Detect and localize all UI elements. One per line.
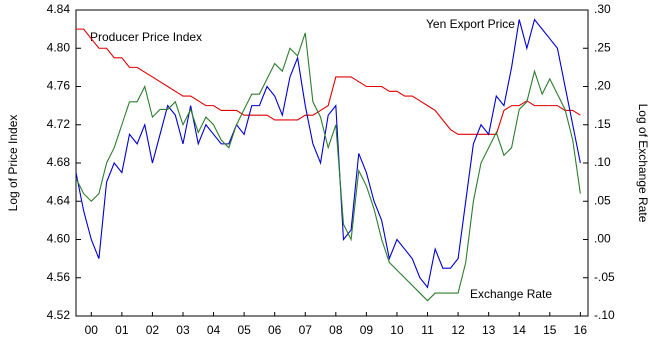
x-tick-label: 03 xyxy=(176,323,190,337)
y2-axis-label: Log of Exchange Rate xyxy=(636,104,650,223)
x-tick-label: 13 xyxy=(482,323,496,337)
x-tick-label: 05 xyxy=(237,323,251,337)
y-axis-label: Log of Price Index xyxy=(6,115,20,212)
y-tick-label: 4.56 xyxy=(47,270,71,284)
x-tick-label: 16 xyxy=(574,323,588,337)
y-tick-label: 4.60 xyxy=(47,232,71,246)
x-tick-label: 12 xyxy=(451,323,465,337)
y2-tick-label: .25 xyxy=(594,40,611,54)
y2-tick-label: .15 xyxy=(594,117,611,131)
series-label: Yen Export Price xyxy=(426,17,515,31)
series-label: Exchange Rate xyxy=(470,287,552,301)
y2-tick-label: -.05 xyxy=(594,270,615,284)
y2-tick-label: .30 xyxy=(594,2,611,16)
y-tick-label: 4.64 xyxy=(47,193,71,207)
y2-tick-label: .20 xyxy=(594,79,611,93)
x-tick-label: 08 xyxy=(329,323,343,337)
x-tick-label: 07 xyxy=(299,323,313,337)
x-tick-label: 01 xyxy=(115,323,129,337)
x-tick-label: 06 xyxy=(268,323,282,337)
y-tick-label: 4.52 xyxy=(47,308,71,322)
y-tick-label: 4.80 xyxy=(47,40,71,54)
x-tick-label: 10 xyxy=(390,323,404,337)
x-tick-label: 04 xyxy=(207,323,221,337)
y2-tick-label: .10 xyxy=(594,155,611,169)
y-tick-label: 4.68 xyxy=(47,155,71,169)
y2-tick-label: -.10 xyxy=(594,308,615,322)
series-line xyxy=(76,28,581,135)
x-tick-label: 15 xyxy=(543,323,557,337)
x-tick-label: 09 xyxy=(360,323,374,337)
y2-tick-label: .00 xyxy=(594,232,611,246)
y-tick-label: 4.76 xyxy=(47,79,71,93)
x-tick-label: 11 xyxy=(421,323,434,337)
x-tick-label: 14 xyxy=(513,323,527,337)
series-line xyxy=(75,32,581,302)
y-tick-label: 4.72 xyxy=(47,117,71,131)
y2-tick-label: .05 xyxy=(594,193,611,207)
series-label: Producer Price Index xyxy=(90,30,202,44)
x-tick-label: 00 xyxy=(85,323,99,337)
x-tick-label: 02 xyxy=(146,323,160,337)
y-tick-label: 4.84 xyxy=(47,2,71,16)
series-line xyxy=(75,18,581,289)
